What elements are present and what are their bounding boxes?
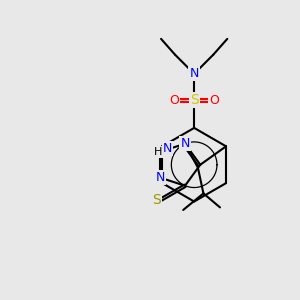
Text: S: S [152, 193, 161, 206]
Text: N: N [156, 171, 165, 184]
Text: S: S [190, 93, 199, 107]
Text: N: N [180, 137, 190, 150]
Text: O: O [169, 94, 179, 107]
Text: O: O [209, 94, 219, 107]
Text: N: N [190, 67, 199, 80]
Text: H: H [154, 147, 163, 157]
Text: N: N [163, 142, 172, 154]
